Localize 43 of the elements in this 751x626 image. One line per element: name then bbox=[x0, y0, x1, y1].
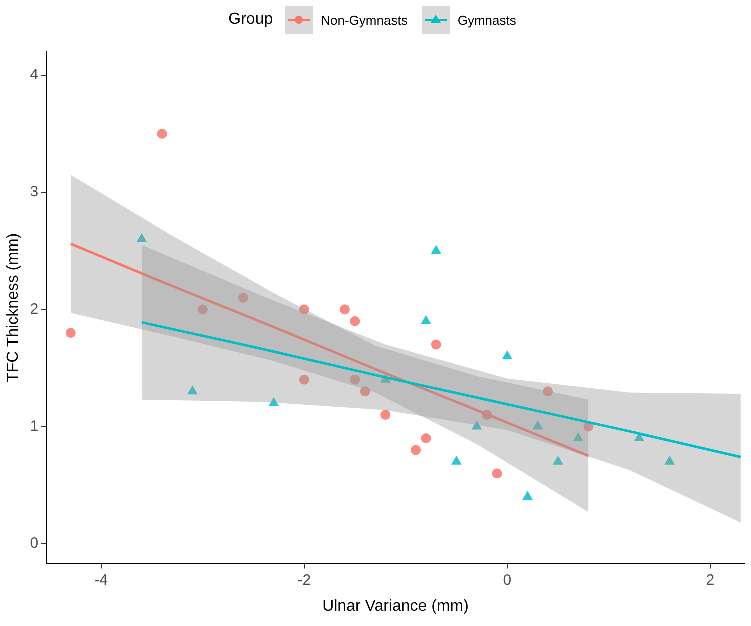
point bbox=[238, 292, 248, 303]
x-axis-title: Ulnar Variance (mm) bbox=[322, 598, 469, 615]
y-tick-label: 2 bbox=[30, 300, 39, 318]
point bbox=[431, 245, 442, 254]
point bbox=[188, 386, 198, 395]
point bbox=[66, 328, 76, 338]
point bbox=[411, 445, 422, 456]
y-axis-title: TFC Thickness (mm) bbox=[5, 233, 22, 382]
point bbox=[664, 456, 676, 465]
point bbox=[421, 315, 432, 324]
legend-title: Group bbox=[228, 11, 274, 29]
point bbox=[421, 433, 432, 444]
y-tick-label: 3 bbox=[30, 184, 39, 201]
x-tick-label: 0 bbox=[503, 572, 512, 589]
point bbox=[299, 304, 310, 315]
x-tick-label: -2 bbox=[298, 572, 312, 589]
y-tick-label: 1 bbox=[30, 418, 39, 435]
point bbox=[268, 397, 280, 406]
point bbox=[350, 374, 360, 385]
point bbox=[472, 420, 482, 430]
point bbox=[522, 491, 533, 500]
point bbox=[350, 316, 360, 326]
point bbox=[532, 420, 544, 430]
point bbox=[573, 432, 584, 442]
point bbox=[340, 304, 350, 315]
point bbox=[543, 386, 554, 397]
point bbox=[451, 456, 462, 465]
y-tick-label: 0 bbox=[30, 535, 39, 552]
point bbox=[299, 374, 310, 385]
point bbox=[198, 304, 208, 315]
point bbox=[553, 456, 564, 465]
point bbox=[360, 386, 370, 397]
legend-label: Gymnasts bbox=[458, 12, 516, 28]
legend-label: Non-Gymnasts bbox=[321, 12, 408, 28]
point bbox=[136, 233, 148, 242]
point bbox=[380, 410, 391, 420]
x-tick-label: 2 bbox=[706, 572, 715, 589]
x-tick-label: -4 bbox=[94, 572, 108, 589]
point bbox=[431, 340, 442, 350]
point bbox=[157, 128, 168, 139]
y-tick-label: 4 bbox=[30, 66, 39, 84]
point bbox=[492, 468, 502, 479]
point bbox=[502, 350, 513, 360]
